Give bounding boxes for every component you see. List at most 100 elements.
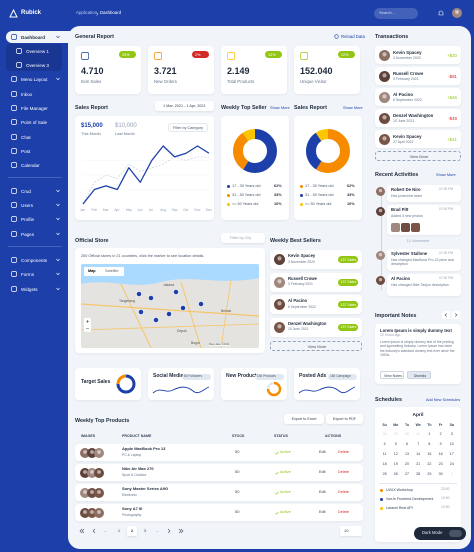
calendar-day[interactable]: 9	[439, 442, 442, 446]
calendar-day[interactable]: 3	[450, 432, 453, 436]
calendar-day[interactable]: 27	[404, 472, 409, 476]
delete-action[interactable]: Delete	[338, 510, 349, 514]
reload-button[interactable]: Reload Data	[341, 33, 365, 39]
note-nav[interactable]	[452, 311, 460, 319]
report-label: Item Sales	[81, 79, 102, 84]
calendar-day[interactable]: 8	[428, 442, 431, 446]
menu-item[interactable]: Components	[6, 254, 70, 266]
show-more[interactable]: Show More	[270, 104, 290, 110]
menu-item[interactable]: Profile	[6, 213, 70, 225]
menu-item[interactable]: Point of Sale	[6, 116, 70, 128]
menu-item[interactable]: Menu Layout	[6, 73, 70, 85]
calendar-day[interactable]: 15	[427, 452, 432, 456]
store-marker	[173, 289, 179, 295]
export-button[interactable]: Export to PDF	[326, 414, 363, 424]
search-box[interactable]: Search...	[374, 8, 418, 19]
edit-action[interactable]: Edit	[319, 470, 326, 474]
calendar-day[interactable]: 14	[416, 452, 421, 456]
menu-item[interactable]: Post	[6, 145, 70, 157]
calendar-day[interactable]: 28	[382, 432, 387, 436]
product-status: Active	[280, 489, 291, 494]
calendar-day[interactable]: 30	[438, 472, 443, 476]
menu-item[interactable]: Overview 3	[6, 59, 70, 71]
calendar-day[interactable]: 4	[383, 442, 386, 446]
calendar-day[interactable]: 29	[393, 432, 398, 436]
calendar-day[interactable]: 11	[382, 452, 387, 456]
menu-item[interactable]: Crud	[6, 185, 70, 197]
note-button[interactable]: View Notes	[380, 371, 404, 379]
page-number[interactable]: 2	[127, 526, 137, 536]
calendar-day[interactable]: 31	[416, 432, 421, 436]
menu-item[interactable]: Widgets	[6, 283, 70, 295]
calendar-day[interactable]: 10	[449, 442, 454, 446]
note-card: Lorem Ipsum is simply dummy text 20 Hours…	[375, 324, 461, 384]
edit-action[interactable]: Edit	[319, 450, 326, 454]
calendar-day[interactable]: 6	[405, 442, 408, 446]
calendar-day[interactable]: 28	[416, 472, 421, 476]
report-label: Unique Visitor	[300, 79, 327, 84]
sparkline	[298, 386, 356, 394]
calendar-day[interactable]: 2	[439, 432, 442, 436]
show-more[interactable]: Show More	[343, 104, 363, 110]
menu-item[interactable]: Dashboard	[6, 31, 70, 43]
calendar-day[interactable]: 25	[382, 472, 387, 476]
note-nav[interactable]	[442, 311, 450, 319]
transaction-amount: +$46	[447, 94, 457, 100]
calendar-day[interactable]: 22	[427, 462, 432, 466]
delete-action[interactable]: Delete	[338, 450, 349, 454]
calendar-day[interactable]: 24	[449, 462, 454, 466]
x-tick-label: May	[125, 208, 133, 212]
delete-action[interactable]: Delete	[338, 470, 349, 474]
city-filter[interactable]: Filter by City	[221, 233, 265, 243]
view-more[interactable]: View More	[375, 151, 461, 161]
calendar-day[interactable]: 21	[416, 462, 421, 466]
avatar	[379, 91, 390, 103]
export-button[interactable]: Export to Excel	[284, 414, 324, 424]
event-swatch	[380, 497, 383, 501]
calendar-day[interactable]: 16	[438, 452, 443, 456]
edit-action[interactable]: Edit	[319, 490, 326, 494]
view-more[interactable]: View More	[270, 341, 362, 351]
delete-action[interactable]: Delete	[338, 490, 349, 494]
legend-dot	[300, 193, 303, 197]
zoom-control[interactable]	[84, 318, 91, 332]
show-more[interactable]: Show More	[436, 171, 456, 177]
menu-item[interactable]: Users	[6, 199, 70, 211]
menu-item[interactable]: Pages	[6, 228, 70, 240]
menu-item[interactable]: Chat	[6, 131, 70, 143]
calendar-day[interactable]: 12	[393, 452, 398, 456]
menu-item[interactable]: Calendar	[6, 159, 70, 171]
section-title: Schedules	[375, 397, 402, 403]
sales-badge: 137 Sales	[338, 323, 358, 331]
section-title: General Report	[75, 34, 114, 40]
map-tab[interactable]: Satellite	[105, 269, 119, 274]
calendar-day[interactable]: 18	[382, 462, 387, 466]
edit-action[interactable]: Edit	[319, 510, 326, 514]
dark-mode-toggle[interactable]: Dark Mode	[414, 527, 466, 540]
calendar-day[interactable]: 17	[449, 452, 454, 456]
page-number[interactable]: 1	[114, 526, 124, 536]
menu-item[interactable]: Inbox	[6, 88, 70, 100]
map-tab[interactable]: Map	[88, 269, 96, 274]
menu-item[interactable]: File Manager	[6, 102, 70, 114]
calendar-day[interactable]: 23	[438, 462, 443, 466]
note-button[interactable]: Dismiss	[407, 371, 431, 379]
calendar-day[interactable]: 19	[393, 462, 398, 466]
calendar-day[interactable]: 5	[394, 442, 397, 446]
menu-item[interactable]: Forms	[6, 268, 70, 280]
calendar-day[interactable]: 30	[404, 432, 409, 436]
calendar-day[interactable]: 7	[417, 442, 420, 446]
store-marker	[198, 301, 204, 307]
page-number[interactable]: 3	[140, 526, 150, 536]
add-schedule[interactable]: Add New Schedules	[426, 397, 461, 402]
date-picker[interactable]: 1 Mar, 2021 - 1 Apr, 2021	[155, 101, 214, 111]
calendar-day[interactable]: 29	[427, 472, 432, 476]
filter-dropdown[interactable]: Filter by Category	[168, 123, 208, 132]
per-page-select[interactable]: 10	[340, 526, 362, 536]
menu-item[interactable]: Overview 1	[6, 45, 70, 57]
calendar-day[interactable]: 1	[428, 432, 431, 436]
calendar-day[interactable]: 1	[450, 472, 453, 476]
calendar-day[interactable]: 13	[404, 452, 409, 456]
calendar-day[interactable]: 26	[393, 472, 398, 476]
calendar-day[interactable]: 20	[404, 462, 409, 466]
